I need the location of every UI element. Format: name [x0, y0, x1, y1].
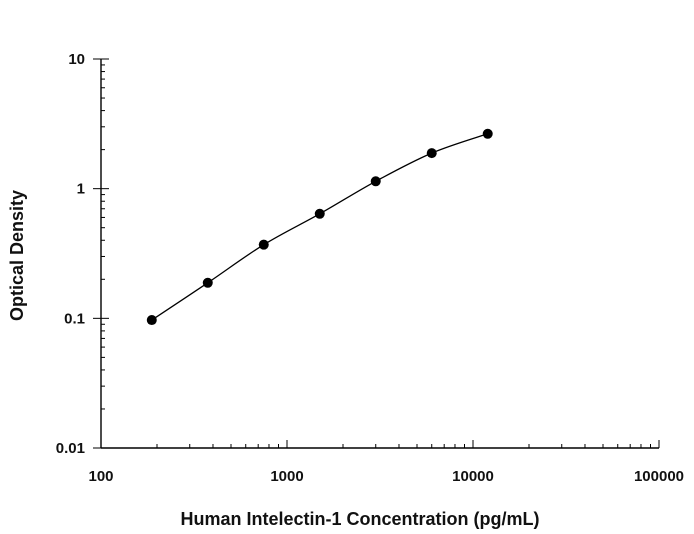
fit-curve: [151, 133, 488, 321]
data-point: [482, 128, 493, 139]
y-tick-label: 0.01: [56, 440, 85, 457]
y-axis-title: Optical Density: [7, 190, 27, 321]
data-point: [426, 148, 437, 159]
y-tick-label: 0.1: [64, 310, 85, 327]
tick-labels: 100 1000 10000 100000 0.01 0.1 1 10: [56, 51, 684, 485]
y-tick-label: 10: [68, 51, 85, 68]
major-ticks: [93, 58, 660, 449]
data-point: [258, 239, 269, 250]
data-point: [146, 315, 157, 326]
x-axis-title: Human Intelectin-1 Concentration (pg/mL): [180, 509, 539, 529]
data-point: [370, 176, 381, 187]
x-tick-label: 100000: [634, 468, 684, 485]
x-tick-label: 100: [88, 468, 113, 485]
minor-ticks: [101, 64, 651, 448]
chart-axes: [100, 59, 659, 449]
data-points: [146, 128, 493, 326]
x-tick-label: 10000: [452, 468, 494, 485]
data-point: [202, 277, 213, 288]
data-point: [314, 208, 325, 219]
x-tick-label: 1000: [270, 468, 303, 485]
y-tick-label: 1: [77, 181, 85, 198]
